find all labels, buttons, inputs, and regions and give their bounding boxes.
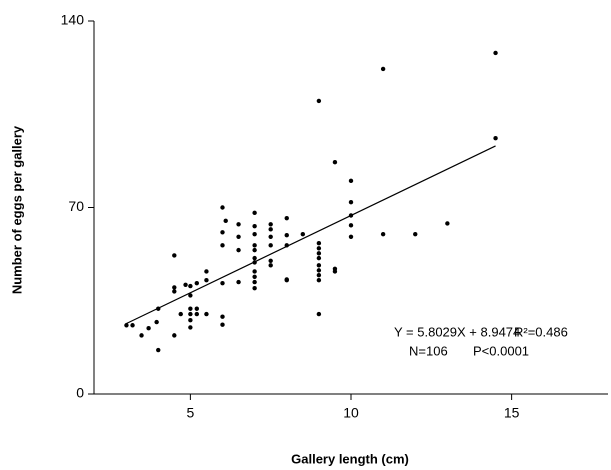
annotation: N=106 — [409, 343, 448, 358]
point — [236, 234, 241, 240]
point — [316, 272, 322, 278]
point — [252, 255, 257, 261]
point — [194, 311, 199, 317]
annotation: Y = 5.8029X + 8.9474 — [394, 324, 520, 339]
y-tick-label: 70 — [68, 198, 84, 214]
annotation: R²=0.486 — [514, 324, 568, 339]
point — [130, 323, 135, 328]
point — [172, 285, 177, 290]
point — [316, 246, 322, 251]
point — [220, 314, 225, 319]
point — [223, 218, 228, 224]
point — [220, 280, 225, 286]
point — [252, 223, 257, 229]
point — [204, 278, 209, 283]
point — [252, 247, 257, 253]
point — [172, 289, 177, 294]
y-axis-title: Number of eggs per gallery — [9, 125, 24, 294]
point — [252, 231, 257, 237]
point — [332, 160, 338, 165]
annotation: P<0.0001 — [473, 343, 529, 358]
point — [236, 247, 241, 253]
point — [284, 233, 289, 238]
point — [316, 255, 322, 261]
point — [316, 263, 322, 268]
point — [252, 210, 257, 216]
point — [493, 50, 498, 56]
x-tick-label: 15 — [504, 405, 520, 421]
x-axis-title: Gallery length (cm) — [291, 451, 409, 466]
point — [316, 311, 322, 317]
point — [194, 280, 199, 286]
point — [316, 278, 322, 283]
point — [188, 293, 193, 298]
point — [172, 253, 177, 258]
point — [348, 199, 354, 205]
point — [316, 241, 322, 246]
point — [220, 230, 225, 235]
point — [146, 325, 151, 331]
point — [139, 333, 144, 338]
point — [284, 278, 289, 283]
point — [316, 98, 322, 104]
point — [268, 263, 273, 268]
point — [156, 347, 161, 353]
point — [252, 243, 257, 248]
point — [236, 279, 241, 285]
point — [172, 333, 177, 338]
point — [252, 269, 257, 274]
point — [332, 269, 338, 274]
point — [154, 319, 159, 325]
point — [188, 311, 193, 317]
point — [252, 286, 257, 291]
point — [348, 223, 354, 228]
point — [194, 306, 199, 311]
point — [236, 222, 241, 227]
point — [445, 221, 450, 226]
point — [204, 269, 209, 274]
point — [284, 215, 289, 221]
point — [188, 283, 193, 289]
point — [220, 205, 225, 210]
point — [300, 231, 306, 237]
point — [124, 323, 129, 328]
point — [188, 306, 193, 311]
point — [316, 251, 322, 256]
point — [413, 231, 418, 237]
point — [204, 311, 209, 317]
point — [316, 268, 322, 273]
point — [178, 311, 183, 317]
point — [252, 279, 257, 285]
point — [268, 258, 273, 263]
x-tick-label: 10 — [343, 405, 359, 421]
point — [380, 66, 386, 72]
point — [188, 325, 193, 330]
point — [348, 178, 354, 184]
point — [268, 227, 273, 232]
y-tick-label: 140 — [61, 12, 85, 28]
x-tick-label: 5 — [186, 405, 194, 421]
point — [220, 243, 225, 248]
fit-line — [125, 145, 496, 325]
point — [220, 322, 225, 327]
point — [183, 282, 188, 287]
point — [268, 234, 273, 240]
point — [252, 274, 257, 279]
point — [188, 317, 193, 323]
point — [493, 136, 498, 141]
point — [348, 234, 354, 240]
point — [380, 231, 386, 237]
point — [268, 222, 273, 227]
y-tick-label: 0 — [76, 385, 84, 401]
point — [268, 243, 273, 248]
